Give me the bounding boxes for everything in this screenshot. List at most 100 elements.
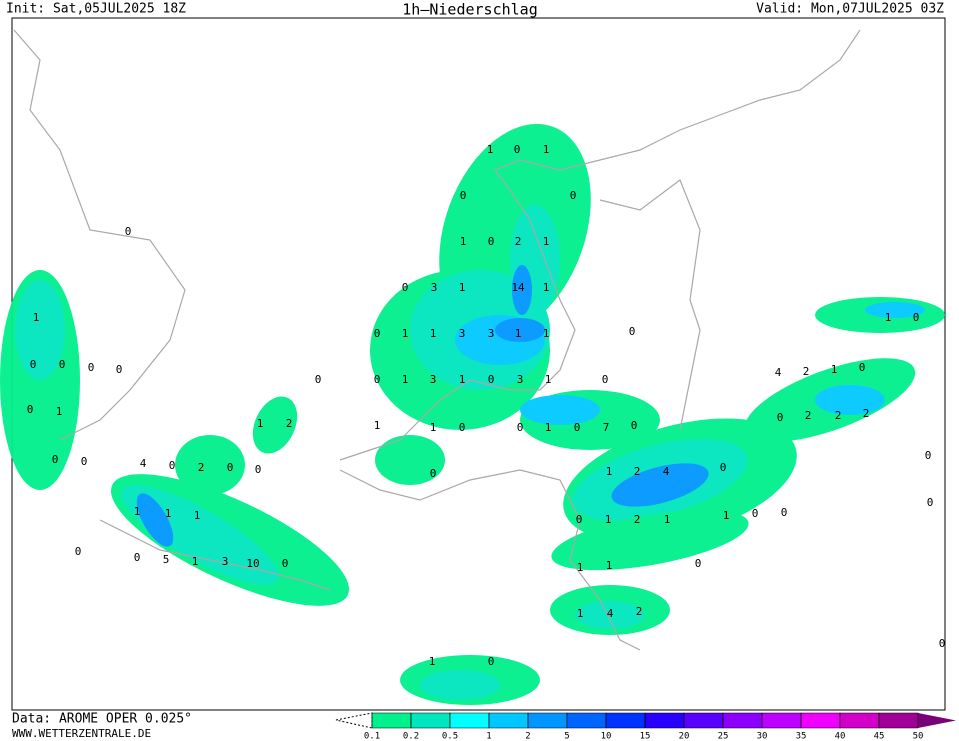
map-label: 1 [460, 235, 467, 248]
scale-label: 10 [601, 732, 612, 741]
map-label: 0 [781, 506, 788, 519]
init-time: Init: Sat,05JUL2025 18Z [6, 2, 186, 17]
data-source: Data: AROME OPER 0.025° [12, 712, 192, 727]
map-label: 0 [777, 411, 784, 424]
map-label: 0 [402, 281, 409, 294]
map-label: 0 [59, 358, 66, 371]
map-label: 1 [33, 311, 40, 324]
map-label: 2 [198, 461, 205, 474]
map-label: 0 [517, 421, 524, 434]
map-label: 1 [723, 509, 730, 522]
map-label: 0 [255, 463, 262, 476]
scale-label: 50 [913, 732, 924, 741]
scale-label: 45 [874, 732, 885, 741]
precipitation-fields [0, 123, 945, 705]
map-label: 1 [885, 311, 892, 324]
map-label: 1 [487, 143, 494, 156]
map-label: 0 [169, 459, 176, 472]
map-label: 2 [286, 417, 293, 430]
scale-box [371, 712, 412, 729]
scale-box [566, 712, 607, 729]
map-label: 2 [634, 513, 641, 526]
map-label: 0 [460, 189, 467, 202]
map-label: 0 [514, 143, 521, 156]
map-label: 0 [134, 551, 141, 564]
scale-label: 0.5 [442, 732, 458, 741]
map-label: 1 [543, 235, 550, 248]
map-label: 0 [27, 403, 34, 416]
map-label: 0 [125, 225, 132, 238]
map-label: 3 [430, 373, 437, 386]
map-label: 2 [803, 365, 810, 378]
scale-box [800, 712, 841, 729]
map-label: 0 [81, 455, 88, 468]
scale-label: 0.1 [364, 732, 380, 741]
map-label: 1 [430, 327, 437, 340]
valid-time: Valid: Mon,07JUL2025 03Z [756, 2, 944, 17]
color-scale: 0.1 0.2 0.5 1 2 5 10 15 20 25 30 35 40 45 50 [335, 712, 956, 741]
coastlines [13, 29, 861, 651]
map-label: 1 [664, 513, 671, 526]
map-label: 2 [515, 235, 522, 248]
scale-box [683, 712, 724, 729]
scale-box [449, 712, 490, 729]
map-label: 0 [459, 421, 466, 434]
scale-label: 35 [796, 732, 807, 741]
map-label: 0 [488, 655, 495, 668]
map-label: 7 [603, 421, 610, 434]
scale-box [488, 712, 529, 729]
map-label: 0 [695, 557, 702, 570]
map-label: 1 [430, 421, 437, 434]
map-label: 10 [246, 557, 259, 570]
map-label: 3 [517, 373, 524, 386]
map-label: 0 [859, 361, 866, 374]
map-label: 3 [488, 327, 495, 340]
map-label: 1 [606, 465, 613, 478]
map-label: 1 [374, 419, 381, 432]
map-label: 1 [402, 327, 409, 340]
map-label: 1 [192, 555, 199, 568]
map-label: 14 [511, 281, 525, 294]
scale-box [839, 712, 880, 729]
scale-arrow [918, 713, 956, 728]
scale-label: 0.2 [403, 732, 419, 741]
scale-box [527, 712, 568, 729]
scale-label: 15 [640, 732, 651, 741]
map-label: 1 [459, 281, 466, 294]
map-label: 0 [570, 189, 577, 202]
scale-label: 1 [486, 732, 491, 741]
map-label: 0 [488, 235, 495, 248]
map-label: 1 [515, 327, 522, 340]
scale-box [410, 712, 451, 729]
map-label: 3 [222, 555, 229, 568]
scale-label: 30 [757, 732, 768, 741]
map-label: 0 [30, 358, 37, 371]
map-label: 5 [163, 553, 170, 566]
map-label: 2 [835, 409, 842, 422]
map-label: 1 [577, 561, 584, 574]
map-label: 1 [543, 281, 550, 294]
map-label: 0 [88, 361, 95, 374]
map-label: 0 [116, 363, 123, 376]
map-label: 1 [606, 559, 613, 572]
map-label: 1 [545, 373, 552, 386]
map-label: 4 [607, 607, 614, 620]
map-label: 1 [459, 373, 466, 386]
map-label: 0 [602, 373, 609, 386]
map-label: 0 [720, 461, 727, 474]
map-label: 4 [140, 457, 147, 470]
scale-box [644, 712, 685, 729]
map-label: 1 [543, 143, 550, 156]
map-label: 3 [459, 327, 466, 340]
map-label: 0 [629, 325, 636, 338]
map-label: 3 [431, 281, 438, 294]
map-label: 0 [488, 373, 495, 386]
scale-label: 5 [564, 732, 569, 741]
map-label: 1 [402, 373, 409, 386]
map-label: 0 [315, 373, 322, 386]
map-label: 0 [752, 507, 759, 520]
map-label: 0 [939, 637, 946, 650]
map-label: 1 [134, 505, 141, 518]
map-label: 1 [543, 327, 550, 340]
